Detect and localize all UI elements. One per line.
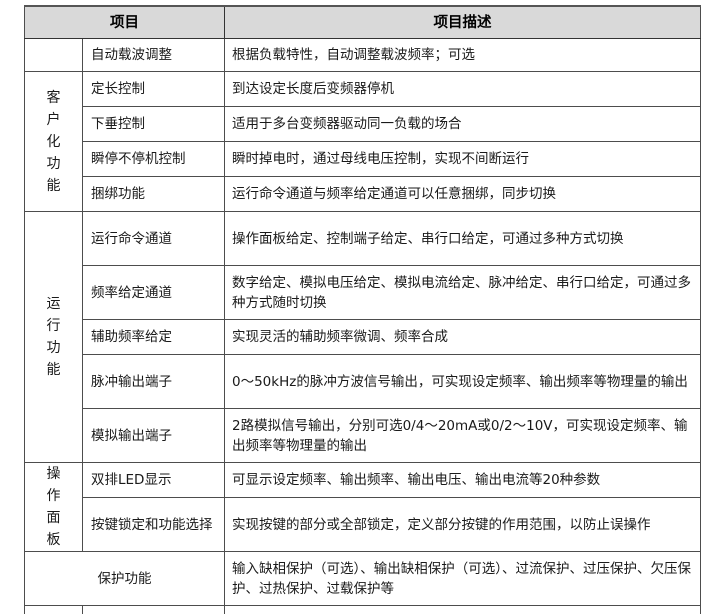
group-char: 客 (47, 87, 61, 109)
table-row: 脉冲输出端子 0～50kHz的脉冲方波信号输出，可实现设定频率、输出频率等物理量… (25, 355, 701, 409)
table-row: 按键锁定和功能选择 实现按键的部分或全部锁定，定义部分按键的作用范围，以防止误操… (25, 498, 701, 552)
item-description: 2路模拟信号输出，分别可选0/4～20mA或0/2～10V，可实现设定频率、输出… (225, 409, 701, 463)
group-char: 能 (47, 175, 61, 197)
item-label: 辅助频率给定 (83, 320, 225, 355)
item-label-protection: 保护功能 (25, 552, 225, 606)
item-label: 双排LED显示 (83, 463, 225, 498)
item-description: 根据负载特性，自动调整载波频率；可选 (225, 39, 701, 72)
group-char: 行 (47, 315, 61, 337)
item-label: 瞬停不停机控制 (83, 142, 225, 177)
item-description: 可显示设定频率、输出频率、输出电压、输出电流等20种参数 (225, 463, 701, 498)
table-row: 瞬停不停机控制 瞬时掉电时，通过母线电压控制，实现不间断运行 (25, 142, 701, 177)
item-description: 操作面板给定、控制端子给定、串行口给定，可通过多种方式切换 (225, 212, 701, 266)
item-label: 模拟输出端子 (83, 409, 225, 463)
table-row: 操 作 面 板 双排LED显示 可显示设定频率、输出频率、输出电压、输出电流等2… (25, 463, 701, 498)
item-label: 频率给定通道 (83, 266, 225, 320)
item-description: 到达设定长度后变频器停机 (225, 72, 701, 107)
table-row: 自动载波调整 根据负载特性，自动调整载波频率；可选 (25, 39, 701, 72)
vertical-text-customization: 客 户 化 功 能 (25, 87, 82, 197)
table-row: 下垂控制 适用于多台变频器驱动同一负载的场合 (25, 107, 701, 142)
column-header-item: 项目 (25, 6, 225, 39)
group-char: 面 (47, 507, 61, 529)
group-cell-blank (25, 39, 83, 72)
table-row: 捆绑功能 运行命令通道与频率给定通道可以任意捆绑，同步切换 (25, 177, 701, 212)
specification-table: 项目 项目描述 自动载波调整 根据负载特性，自动调整载波频率；可选 客 户 化 … (24, 5, 701, 614)
table-header-row: 项目 项目描述 (25, 6, 701, 39)
group-char: 作 (47, 485, 61, 507)
item-description: 运行命令通道与频率给定通道可以任意捆绑，同步切换 (225, 177, 701, 212)
group-label-panel: 操 作 面 板 (25, 463, 83, 552)
item-label: 自动载波调整 (83, 39, 225, 72)
item-description: 0～50kHz的脉冲方波信号输出，可实现设定频率、输出频率等物理量的输出 (225, 355, 701, 409)
table-row: 模拟输出端子 2路模拟信号输出，分别可选0/4～20mA或0/2～10V，可实现… (25, 409, 701, 463)
group-char: 运 (47, 293, 61, 315)
group-label-customization: 客 户 化 功 能 (25, 72, 83, 212)
group-char: 板 (47, 529, 61, 551)
group-label-operation: 运 行 功 能 (25, 212, 83, 463)
group-cell-partial (25, 606, 83, 614)
table-row: 辅助频率给定 实现灵活的辅助频率微调、频率合成 (25, 320, 701, 355)
group-char: 户 (47, 109, 61, 131)
item-label: 捆绑功能 (83, 177, 225, 212)
item-label: 定长控制 (83, 72, 225, 107)
item-description: 输入缺相保护（可选）、输出缺相保护（可选）、过流保护、过压保护、欠压保护、过热保… (225, 552, 701, 606)
group-char: 功 (47, 337, 61, 359)
group-char: 能 (47, 359, 61, 381)
table-row-partial (25, 606, 701, 614)
item-description: 实现灵活的辅助频率微调、频率合成 (225, 320, 701, 355)
table-body: 自动载波调整 根据负载特性，自动调整载波频率；可选 客 户 化 功 能 定长控制… (25, 39, 701, 614)
table-row: 客 户 化 功 能 定长控制 到达设定长度后变频器停机 (25, 72, 701, 107)
item-label: 按键锁定和功能选择 (83, 498, 225, 552)
document-page: 项目 项目描述 自动载波调整 根据负载特性，自动调整载波频率；可选 客 户 化 … (0, 0, 716, 594)
vertical-text-panel: 操 作 面 板 (25, 463, 82, 551)
table-row: 频率给定通道 数字给定、模拟电压给定、模拟电流给定、脉冲给定、串行口给定，可通过… (25, 266, 701, 320)
column-header-description: 项目描述 (225, 6, 701, 39)
group-char: 化 (47, 131, 61, 153)
desc-cell-partial (225, 606, 701, 614)
item-description: 数字给定、模拟电压给定、模拟电流给定、脉冲给定、串行口给定，可通过多种方式随时切… (225, 266, 701, 320)
vertical-text-operation: 运 行 功 能 (25, 293, 82, 381)
item-description: 实现按键的部分或全部锁定，定义部分按键的作用范围，以防止误操作 (225, 498, 701, 552)
group-char: 操 (47, 463, 61, 485)
table-row: 保护功能 输入缺相保护（可选）、输出缺相保护（可选）、过流保护、过压保护、欠压保… (25, 552, 701, 606)
item-label: 脉冲输出端子 (83, 355, 225, 409)
item-description: 适用于多台变频器驱动同一负载的场合 (225, 107, 701, 142)
item-description: 瞬时掉电时，通过母线电压控制，实现不间断运行 (225, 142, 701, 177)
item-cell-partial (83, 606, 225, 614)
item-label: 运行命令通道 (83, 212, 225, 266)
item-label: 下垂控制 (83, 107, 225, 142)
group-char: 功 (47, 153, 61, 175)
table-row: 运 行 功 能 运行命令通道 操作面板给定、控制端子给定、串行口给定，可通过多种… (25, 212, 701, 266)
